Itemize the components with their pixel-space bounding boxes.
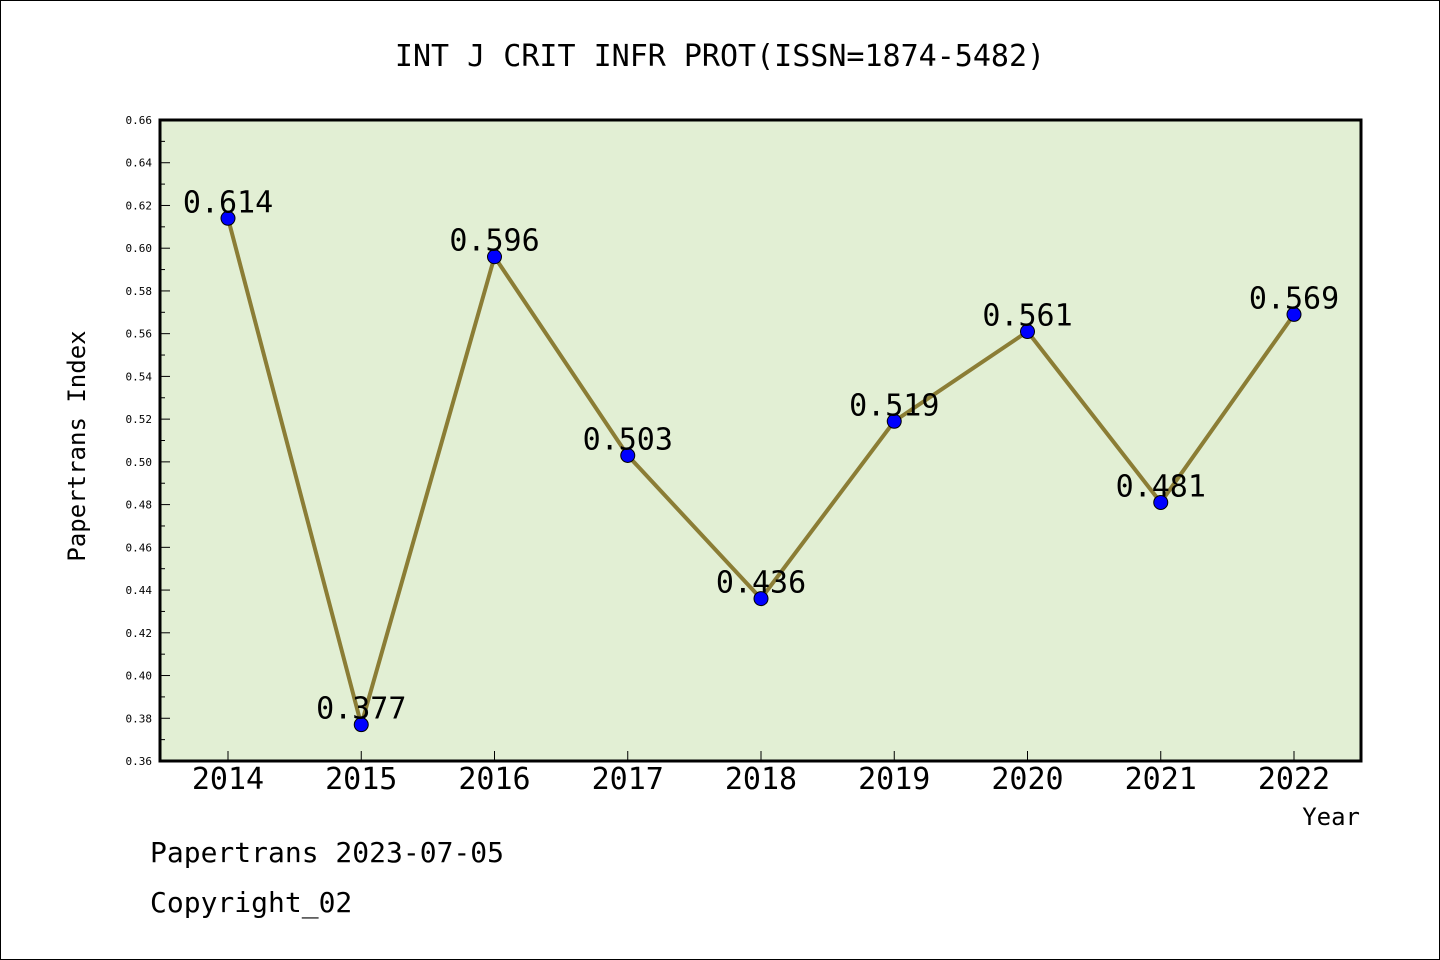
- x-tick-label: 2018: [725, 762, 797, 797]
- footer-copyright: Copyright_02: [150, 886, 353, 919]
- x-axis: 2014 2015 2016 2017 2018 2019 2020 2021 2022: [192, 751, 1330, 797]
- data-point: [220, 210, 236, 226]
- y-tick-label: 0.40: [126, 670, 153, 683]
- y-tick-label: 0.66: [126, 114, 153, 127]
- data-point: [753, 591, 769, 607]
- x-tick-label: 2021: [1125, 762, 1197, 797]
- chart-title: INT J CRIT INFR PROT(ISSN=1874-5482): [395, 39, 1045, 74]
- data-point: [886, 413, 902, 429]
- y-tick-label: 0.50: [126, 456, 153, 469]
- y-tick-label: 0.64: [126, 157, 153, 170]
- data-label: 0.596: [449, 224, 539, 259]
- y-axis-label: Papertrans Index: [63, 330, 91, 561]
- y-tick-label: 0.54: [126, 370, 153, 383]
- y-tick-label: 0.62: [126, 199, 153, 212]
- data-point: [620, 447, 636, 463]
- data-labels: 0.614 0.377 0.596 0.503 0.436 0.519 0.561 0.481…: [183, 185, 1339, 726]
- y-tick-label: 0.46: [126, 541, 153, 554]
- y-tick-label: 0.52: [126, 413, 153, 426]
- y-tick-label: 0.38: [126, 712, 153, 725]
- data-label: 0.519: [849, 388, 939, 423]
- x-axis-label: Year: [1302, 803, 1360, 831]
- data-label: 0.614: [183, 185, 273, 220]
- y-axis: 0.36 0.38 0.40 0.42 0.44 0.46 0.48 0.50 0.52 0.54…: [126, 114, 170, 768]
- y-tick-label: 0.56: [126, 328, 153, 341]
- x-tick-label: 2017: [592, 762, 664, 797]
- data-label: 0.481: [1116, 469, 1206, 504]
- x-tick-label: 2015: [325, 762, 397, 797]
- y-tick-label: 0.42: [126, 627, 153, 640]
- y-tick-label: 0.44: [126, 584, 153, 597]
- data-point: [1153, 494, 1169, 510]
- data-label: 0.569: [1249, 281, 1339, 316]
- x-tick-label: 2016: [458, 762, 530, 797]
- x-tick-label: 2020: [991, 762, 1063, 797]
- footer-date: Papertrans 2023-07-05: [150, 836, 505, 869]
- plot-area: [158, 118, 1363, 763]
- y-tick-label: 0.48: [126, 499, 153, 512]
- x-tick-label: 2022: [1258, 762, 1330, 797]
- data-label: 0.561: [982, 299, 1072, 334]
- x-tick-label: 2014: [192, 762, 264, 797]
- series-line: [220, 210, 1302, 733]
- x-tick-label: 2019: [858, 762, 930, 797]
- data-point: [353, 717, 369, 733]
- data-label: 0.503: [583, 422, 673, 457]
- y-tick-label: 0.60: [126, 242, 153, 255]
- data-point: [1286, 306, 1302, 322]
- y-tick-label: 0.36: [126, 755, 153, 768]
- data-point: [487, 249, 502, 265]
- y-tick-label: 0.58: [126, 285, 153, 298]
- data-point: [1020, 324, 1035, 340]
- data-label: 0.436: [716, 566, 806, 601]
- data-label: 0.377: [316, 692, 406, 727]
